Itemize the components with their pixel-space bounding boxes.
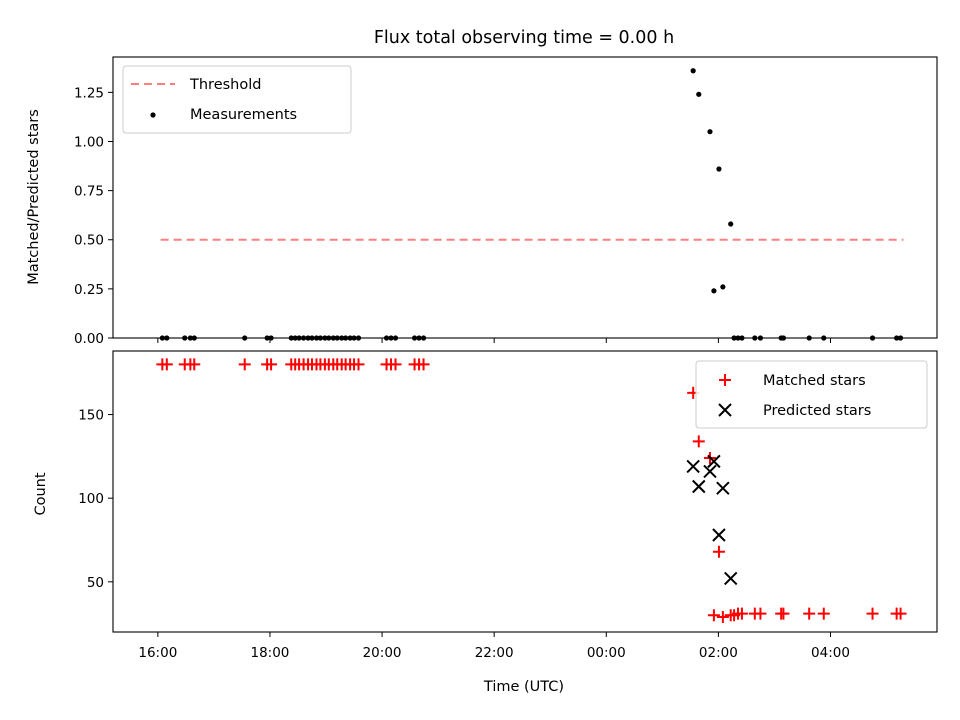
predicted-star-point (692, 479, 706, 494)
ratio-y-axis-label: Matched/Predicted stars (26, 109, 42, 285)
ratio-panel: 0.00 0.25 0.50 0.75 1.00 1.25 Matched/Predict… (26, 56, 938, 347)
matched-star-point (712, 545, 725, 558)
y-tick-label: 0.00 (74, 331, 104, 347)
matched-star-point (707, 609, 720, 622)
matched-star-point (352, 358, 365, 371)
chart-title: Flux total observing time = 0.00 h (374, 28, 674, 48)
matched-star-point (894, 607, 907, 620)
y-tick-label: 50 (87, 575, 104, 591)
y-tick-label: 1.25 (74, 85, 104, 101)
x-tick-label: 22:00 (475, 645, 514, 661)
matched-star-point (417, 358, 430, 371)
measurement-point (728, 221, 734, 227)
matched-star-point (735, 607, 748, 620)
x-tick-label: 00:00 (587, 645, 626, 661)
matched-star-point (692, 435, 705, 448)
measurement-point (707, 129, 713, 135)
count-legend-box (695, 360, 928, 429)
x-axis-label: Time (UTC) (483, 679, 564, 695)
count-y-axis-label: Count (33, 472, 49, 515)
legend-matched-label: Matched stars (763, 373, 866, 389)
measurement-point (720, 284, 726, 290)
matched-star-point (716, 610, 729, 623)
measurement-point (690, 68, 696, 74)
predicted-star-point (707, 454, 721, 469)
x-tick-label: 04:00 (811, 645, 850, 661)
matched-star-point (265, 358, 278, 371)
matched-star-point (238, 358, 251, 371)
matched-star-point (777, 607, 790, 620)
predicted-star-point (712, 528, 726, 542)
y-tick-label: 150 (78, 408, 104, 424)
y-tick-label: 0.25 (74, 282, 104, 298)
measurement-point (696, 91, 702, 97)
y-tick-label: 1.00 (74, 134, 104, 150)
matched-star-point (754, 607, 767, 620)
predicted-star-point (703, 464, 717, 479)
legend-measurements-marker (150, 112, 156, 118)
x-tick-label: 02:00 (699, 645, 738, 661)
y-tick-label: 0.75 (74, 184, 104, 200)
matched-star-point (188, 358, 201, 371)
matched-star-point (866, 607, 879, 620)
ratio-legend: Threshold Measurements (122, 65, 352, 134)
y-tick-label: 0.50 (74, 233, 104, 249)
count-panel-frame (112, 350, 938, 633)
matched-star-point (160, 358, 173, 371)
legend-predicted-label: Predicted stars (763, 403, 871, 419)
ratio-legend-box (122, 65, 352, 134)
matched-star-point (803, 607, 816, 620)
x-tick-label: 18:00 (250, 645, 289, 661)
legend-matched-marker (719, 374, 731, 386)
matched-star-point (817, 607, 830, 620)
x-tick-label: 16:00 (138, 645, 177, 661)
ratio-panel-frame (112, 56, 938, 339)
legend-measurements-label: Measurements (190, 107, 297, 123)
x-tick-label: 20:00 (363, 645, 402, 661)
measurement-point (716, 166, 722, 172)
predicted-star-point (686, 459, 700, 474)
legend-threshold-label: Threshold (189, 77, 261, 93)
predicted-star-point (724, 571, 738, 586)
count-panel: 16:00 18:00 20:00 22:00 00:00 02:00 04:00 50 100… (33, 350, 938, 695)
y-tick-label: 100 (78, 491, 104, 507)
predicted-star-point (716, 481, 730, 495)
matched-star-point (389, 358, 402, 371)
legend-predicted-marker (718, 403, 732, 417)
count-legend: Matched stars Predicted stars (695, 360, 928, 429)
measurement-point (711, 288, 717, 294)
